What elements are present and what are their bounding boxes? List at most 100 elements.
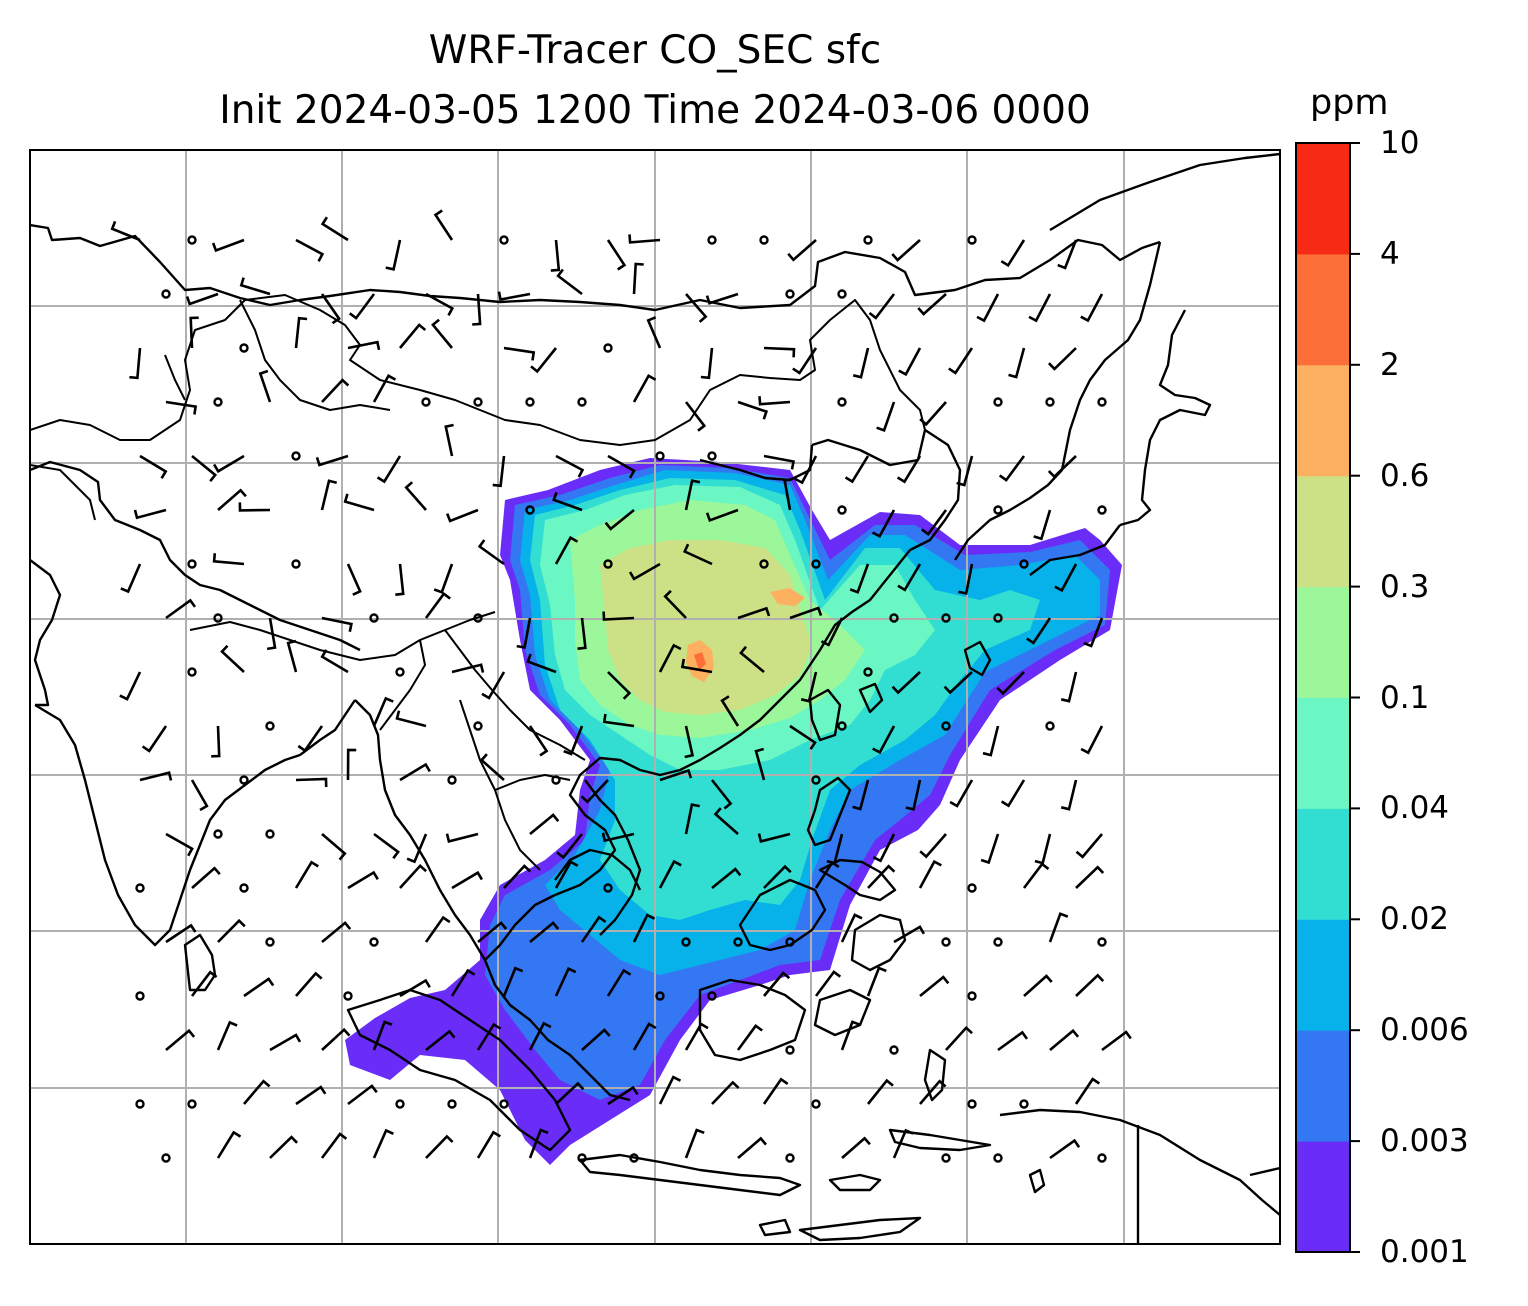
calm-wind-circle: [265, 937, 275, 947]
wind-barb: [892, 1128, 914, 1159]
wind-barb: [632, 913, 656, 943]
colorbar-swatch-5: [1296, 586, 1350, 698]
wind-barb: [684, 479, 701, 511]
contour-0.3: [600, 540, 812, 715]
wind-barb: [294, 860, 319, 889]
colorbar: [1295, 142, 1360, 1253]
wind-barb: [948, 347, 974, 375]
wind-barb: [555, 454, 585, 478]
calm-wind-circle: [837, 289, 847, 299]
wind-barb: [530, 347, 558, 374]
wind-barb: [659, 768, 693, 782]
wind-barb: [658, 859, 682, 889]
calm-wind-circle: [343, 991, 353, 1001]
coastlines: [30, 152, 1280, 1244]
calm-wind-circle: [577, 397, 587, 407]
wind-barb: [663, 589, 687, 619]
wind-barb: [1075, 973, 1105, 997]
calm-wind-circle: [1019, 1099, 1029, 1109]
wind-barb: [497, 291, 531, 302]
calm-wind-circle: [811, 1099, 821, 1109]
colorbar-swatch-3: [1296, 808, 1350, 920]
wind-barb: [295, 238, 325, 262]
wind-barb: [814, 860, 840, 889]
calm-wind-circle: [1097, 1153, 1107, 1163]
calm-wind-circle: [135, 991, 145, 1001]
wind-barb: [758, 396, 791, 406]
wind-barb: [580, 779, 609, 804]
contour-0.6-b: [770, 588, 805, 606]
calm-wind-circle: [135, 1099, 145, 1109]
wind-barb: [581, 1028, 611, 1051]
wind-barb: [110, 220, 141, 242]
calm-wind-circle: [239, 883, 249, 893]
wind-barb: [190, 779, 209, 812]
wind-barb: [684, 1128, 705, 1159]
wind-barb: [347, 340, 381, 351]
colorbar-tick-label: 0.3: [1380, 568, 1430, 605]
wind-barb: [243, 1079, 271, 1105]
wind-barb: [347, 870, 379, 890]
wind-barb: [763, 346, 796, 358]
calm-wind-circle: [837, 721, 847, 731]
wind-barb: [376, 455, 402, 484]
wind-barb: [321, 616, 353, 633]
calm-wind-circle: [785, 1153, 795, 1163]
calm-wind-circle: [291, 559, 301, 569]
wind-barb: [431, 318, 454, 349]
wind-barb: [868, 293, 896, 320]
wind-barb: [528, 1021, 552, 1051]
wind-barb: [373, 832, 400, 860]
wind-barb: [757, 832, 791, 843]
wind-barb: [658, 1075, 682, 1105]
wind-barb: [891, 671, 921, 695]
wind-barb: [658, 643, 682, 673]
calm-wind-circle: [213, 829, 223, 839]
wind-barb: [445, 508, 479, 523]
wind-barb: [189, 316, 199, 349]
wind-barb: [632, 374, 657, 403]
wind-barb: [190, 970, 218, 997]
wind-barb: [120, 563, 142, 594]
chart-title-line2: Init 2024-03-05 1200 Time 2024-03-06 000…: [219, 88, 1091, 133]
wind-barb: [1060, 779, 1078, 811]
wind-barb: [481, 671, 506, 700]
wind-barb: [982, 725, 1000, 757]
wind-barb: [165, 400, 198, 415]
wind-barb: [563, 725, 584, 756]
calm-wind-circle: [967, 235, 977, 245]
wind-barb: [840, 913, 863, 943]
calm-wind-circle: [213, 397, 223, 407]
wind-barb: [315, 454, 349, 467]
calm-wind-circle: [447, 1099, 457, 1109]
colorbar-tick-label: 2: [1380, 346, 1400, 383]
wind-barb: [425, 1134, 454, 1159]
wind-barb: [607, 454, 636, 479]
wind-barb: [372, 374, 397, 403]
wind-barb: [646, 316, 662, 349]
colorbar-swatch-9: [1296, 143, 1350, 255]
wind-barb: [133, 508, 167, 520]
wind-barb: [217, 488, 247, 511]
wind-barb: [529, 921, 560, 944]
wind-barb: [476, 1130, 501, 1159]
wind-barb: [787, 239, 817, 262]
calm-wind-circle: [785, 289, 795, 299]
wind-barb: [1075, 865, 1105, 889]
wind-barb: [295, 971, 323, 997]
calm-wind-circle: [265, 721, 275, 731]
wind-barb: [404, 481, 427, 511]
wind-barb: [949, 779, 974, 808]
wind-barb: [628, 234, 661, 244]
wind-barb: [450, 968, 476, 997]
calm-wind-circle: [1097, 397, 1107, 407]
wind-barb: [320, 649, 349, 674]
colorbar-tick-label: 0.001: [1380, 1234, 1469, 1270]
calm-wind-circle: [967, 1099, 977, 1109]
wind-barb: [997, 1030, 1029, 1052]
wind-barb: [346, 748, 357, 781]
colorbar-tick-label: 0.1: [1380, 679, 1430, 716]
wind-barb: [739, 645, 765, 674]
wind-barb: [998, 455, 1026, 482]
wind-barb: [220, 644, 245, 673]
